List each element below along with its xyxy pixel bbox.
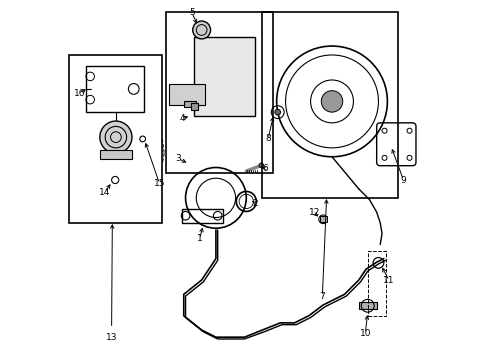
- Text: 3: 3: [175, 154, 181, 163]
- Bar: [69, 55, 162, 223]
- Text: 9: 9: [400, 176, 406, 185]
- Text: 16: 16: [74, 89, 86, 98]
- Text: 10: 10: [359, 329, 370, 338]
- Bar: [358, 302, 376, 309]
- Bar: [262, 12, 397, 198]
- Bar: [183, 102, 196, 107]
- Circle shape: [100, 121, 132, 153]
- Circle shape: [321, 91, 342, 112]
- Bar: [182, 208, 223, 223]
- Bar: [100, 150, 132, 158]
- Text: 6: 6: [262, 164, 267, 173]
- Text: 1: 1: [196, 234, 202, 243]
- Text: 15: 15: [153, 179, 165, 188]
- Text: 12: 12: [308, 208, 319, 217]
- Bar: [319, 216, 326, 222]
- Text: 8: 8: [264, 134, 270, 143]
- Text: 5: 5: [189, 8, 194, 17]
- Text: 7: 7: [319, 292, 325, 301]
- Text: 4: 4: [179, 114, 184, 123]
- Bar: [190, 103, 198, 111]
- Bar: [85, 66, 144, 112]
- Bar: [367, 251, 385, 316]
- Circle shape: [274, 109, 280, 115]
- Bar: [165, 12, 272, 173]
- Text: 13: 13: [105, 333, 117, 342]
- Bar: [194, 37, 255, 116]
- Text: 11: 11: [383, 276, 394, 285]
- Text: 2: 2: [252, 199, 258, 208]
- Circle shape: [192, 21, 210, 39]
- Text: 14: 14: [99, 188, 110, 197]
- Bar: [169, 84, 205, 105]
